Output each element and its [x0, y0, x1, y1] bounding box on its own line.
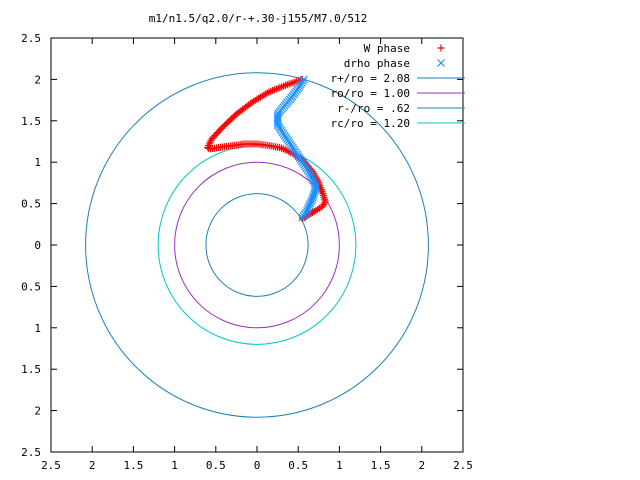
- legend-marker-swatch: [437, 44, 445, 52]
- x-tick-label: 1.5: [123, 459, 143, 472]
- drho-phase-point: [307, 173, 316, 181]
- reference-circle: [157, 145, 357, 345]
- w-phase-point: [320, 201, 328, 209]
- legend-marker-swatch: [437, 59, 445, 67]
- reference-circle: [85, 72, 429, 418]
- y-tick-label: 2.5: [21, 446, 41, 459]
- drho-phase-series: [273, 75, 320, 222]
- y-tick-label: 0.5: [21, 280, 41, 293]
- x-tick-label: 0.5: [206, 459, 226, 472]
- x-tick-label: 0: [254, 459, 261, 472]
- x-tick-label: 1.5: [371, 459, 391, 472]
- x-tick-label: 1: [336, 459, 343, 472]
- y-tick-label: 1: [34, 156, 41, 169]
- legend-label: W phase: [364, 42, 410, 55]
- y-tick-label: 1: [34, 322, 41, 335]
- legend-label: rc/ro = 1.20: [331, 117, 410, 130]
- y-tick-label: 2: [34, 405, 41, 418]
- legend-label: ro/ro = 1.00: [331, 87, 410, 100]
- legend-label: r-/ro = .62: [337, 102, 410, 115]
- legend: W phase drho phase r+/ro = 2.08 ro/ro = 1.0…: [331, 42, 465, 130]
- reference-circle: [174, 161, 340, 329]
- reference-circles: [85, 72, 429, 418]
- y-tick-label: 0: [34, 239, 41, 252]
- axis-ticks: 2.5 2 1.5 1 0.5 0 0.5 1 1.5 2 2.52.521.510.500.511…: [21, 32, 473, 472]
- x-tick-label: 2.5: [41, 459, 61, 472]
- legend-label: drho phase: [344, 57, 410, 70]
- legend-label: r+/ro = 2.08: [331, 72, 410, 85]
- y-tick-label: 2.5: [21, 32, 41, 45]
- y-tick-label: 1.5: [21, 115, 41, 128]
- x-tick-label: 2.5: [453, 459, 473, 472]
- x-tick-label: 1: [171, 459, 178, 472]
- reference-circle: [205, 193, 309, 297]
- x-tick-label: 0.5: [288, 459, 308, 472]
- w-phase-point: [263, 89, 271, 97]
- y-tick-label: 0.5: [21, 198, 41, 211]
- x-tick-label: 2: [89, 459, 96, 472]
- drho-phase-point: [300, 75, 308, 84]
- y-tick-label: 2: [34, 73, 41, 86]
- data-series: [204, 75, 329, 223]
- chart-title: m1/n1.5/q2.0/r-+.30-j155/M7.0/512: [149, 12, 368, 25]
- w-phase-series: [204, 75, 329, 223]
- y-tick-label: 1.5: [21, 363, 41, 376]
- x-tick-label: 2: [418, 459, 425, 472]
